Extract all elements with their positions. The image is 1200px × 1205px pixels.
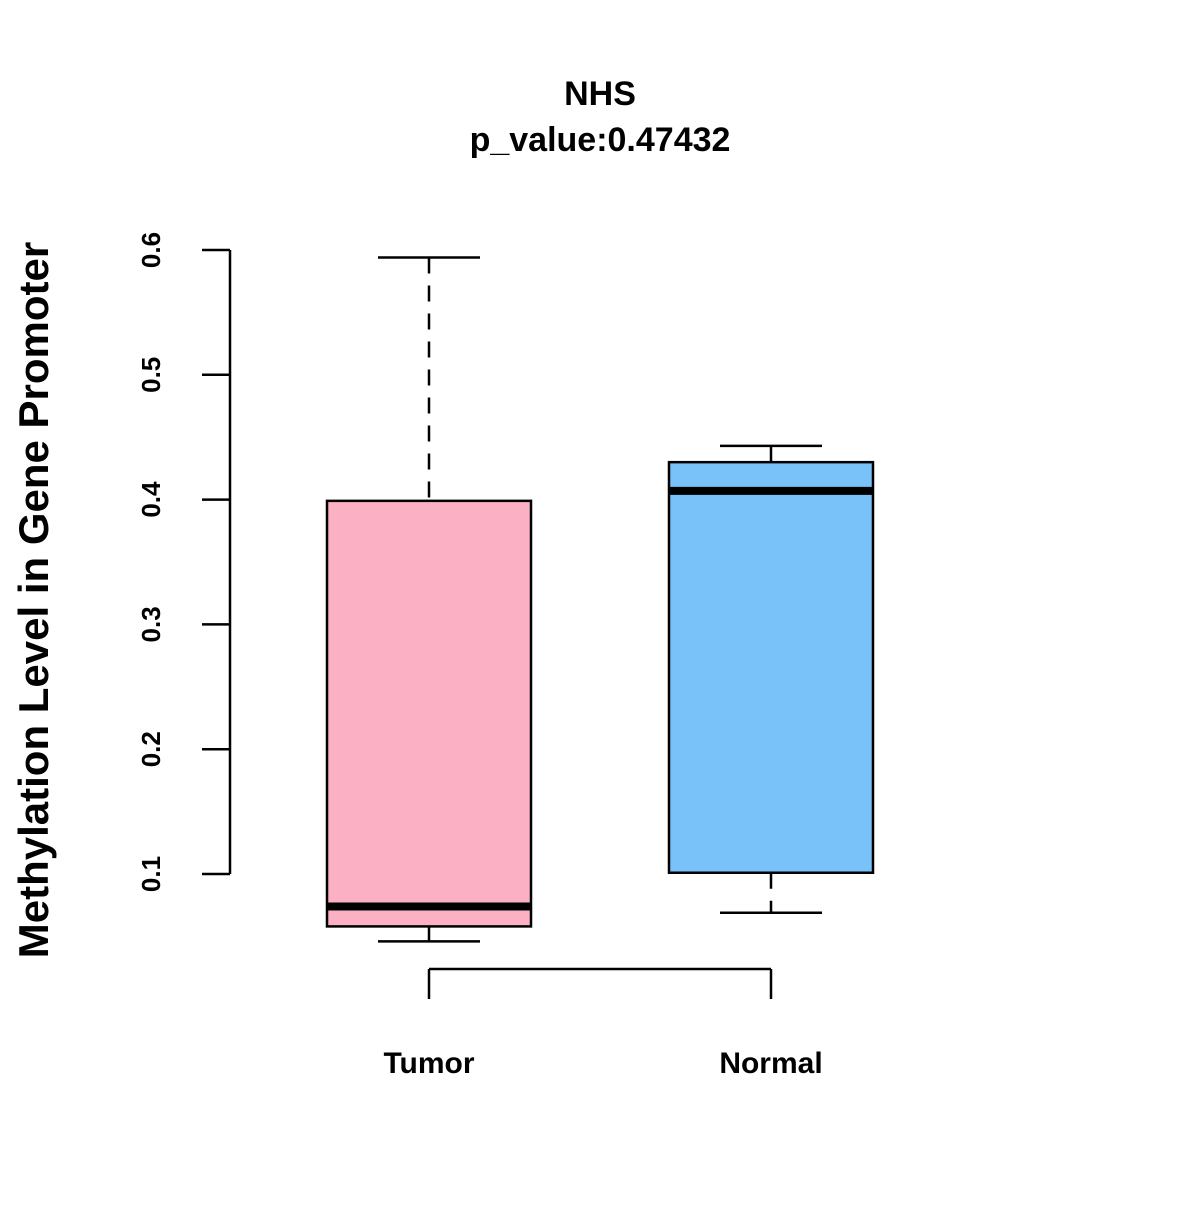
- x-tick-label: Normal: [719, 1047, 822, 1080]
- chart-subtitle: p_value:0.47432: [470, 121, 731, 159]
- box-normal: [667, 444, 875, 914]
- chart-title: NHS: [564, 75, 636, 113]
- y-axis-label: Methylation Level in Gene Promoter: [10, 242, 57, 958]
- y-tick-label: 0.4: [136, 481, 166, 518]
- y-tick-label: 0.2: [136, 731, 166, 767]
- y-tick-label: 0.1: [136, 856, 166, 892]
- x-axis: Tumor Normal: [383, 967, 823, 1080]
- y-tick-label: 0.3: [136, 606, 166, 642]
- y-axis: 0.1 0.2 0.3 0.4 0.5 0.6: [136, 232, 232, 892]
- box-tumor: [325, 256, 533, 943]
- y-tick-label: 0.5: [136, 357, 166, 393]
- x-tick-label: Tumor: [383, 1047, 474, 1080]
- iqr-box: [325, 499, 533, 928]
- boxes-group: [325, 256, 875, 943]
- y-tick-label: 0.6: [136, 232, 166, 268]
- iqr-box: [667, 460, 875, 875]
